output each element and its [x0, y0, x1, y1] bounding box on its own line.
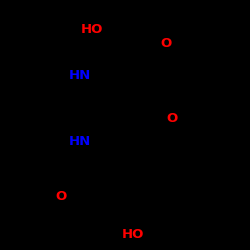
Text: HN: HN	[68, 69, 90, 82]
Text: O: O	[160, 36, 171, 50]
Text: O: O	[166, 112, 177, 125]
Text: HN: HN	[68, 135, 90, 148]
Text: O: O	[55, 190, 66, 203]
Text: HO: HO	[122, 228, 144, 241]
Text: HO: HO	[81, 23, 103, 36]
